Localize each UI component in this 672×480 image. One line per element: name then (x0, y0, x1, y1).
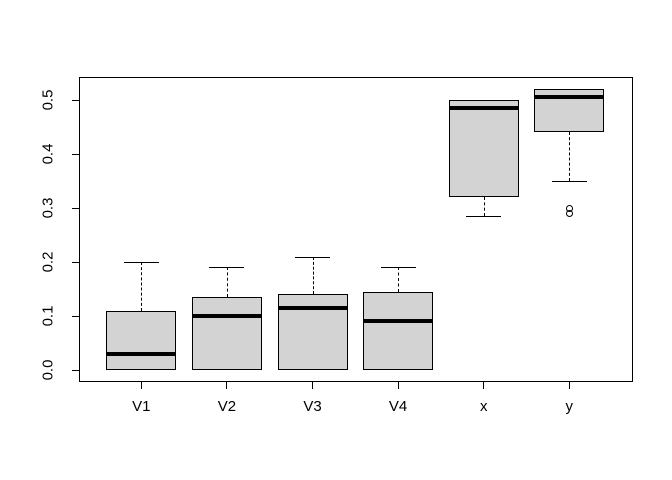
x-axis-tick (483, 382, 485, 389)
median-V3 (277, 305, 348, 310)
x-axis-tick-label: V2 (217, 398, 237, 415)
x-axis-tick (140, 382, 142, 389)
x-axis-tick-label: x (479, 398, 488, 415)
lower-whisker-cap (551, 181, 587, 182)
upper-whisker-cap (123, 262, 159, 263)
lower-whisker-line (569, 132, 571, 181)
x-axis-tick (226, 382, 228, 389)
plot-border (79, 77, 633, 382)
x-axis-tick-label: y (565, 398, 574, 415)
x-axis-tick-label: V1 (132, 398, 151, 415)
lower-whisker-cap (466, 216, 502, 218)
x-axis-tick (312, 382, 313, 389)
upper-whisker-line (141, 262, 143, 311)
y-axis-tick (72, 315, 79, 317)
y-axis-tick-label: 0.5 (39, 89, 57, 111)
median-x (448, 106, 519, 111)
x-axis-tick-label: V3 (303, 398, 322, 415)
y-axis-tick (72, 153, 79, 155)
box-V1 (106, 310, 177, 370)
y-axis-tick (72, 261, 79, 263)
lower-whisker-line (483, 197, 485, 217)
x-axis-tick (397, 382, 399, 389)
y-axis-tick (72, 207, 79, 209)
upper-whisker-cap (295, 256, 330, 258)
median-V4 (363, 319, 434, 324)
y-axis-tick (72, 99, 79, 101)
upper-whisker-line (226, 267, 228, 298)
box-x (448, 100, 519, 198)
y-axis-tick-label: 0.2 (39, 251, 57, 273)
upper-whisker-cap (380, 267, 416, 269)
x-axis-tick-label: V4 (388, 398, 408, 415)
median-y (534, 95, 605, 100)
y-axis-tick-label: 0.3 (39, 197, 57, 219)
upper-whisker-line (312, 256, 314, 295)
upper-whisker-cap (209, 267, 245, 269)
median-V1 (106, 351, 177, 356)
y-axis-tick-label: 0.4 (39, 143, 57, 165)
upper-whisker-line (398, 267, 400, 292)
outlier-point (565, 209, 573, 217)
y-axis-tick-label: 0.1 (39, 305, 57, 327)
y-axis-tick-label: 0.0 (39, 359, 57, 381)
x-axis-tick (568, 382, 570, 389)
y-axis-tick (72, 369, 79, 371)
box-V2 (191, 297, 262, 370)
box-V4 (363, 291, 434, 370)
median-V2 (191, 314, 262, 318)
